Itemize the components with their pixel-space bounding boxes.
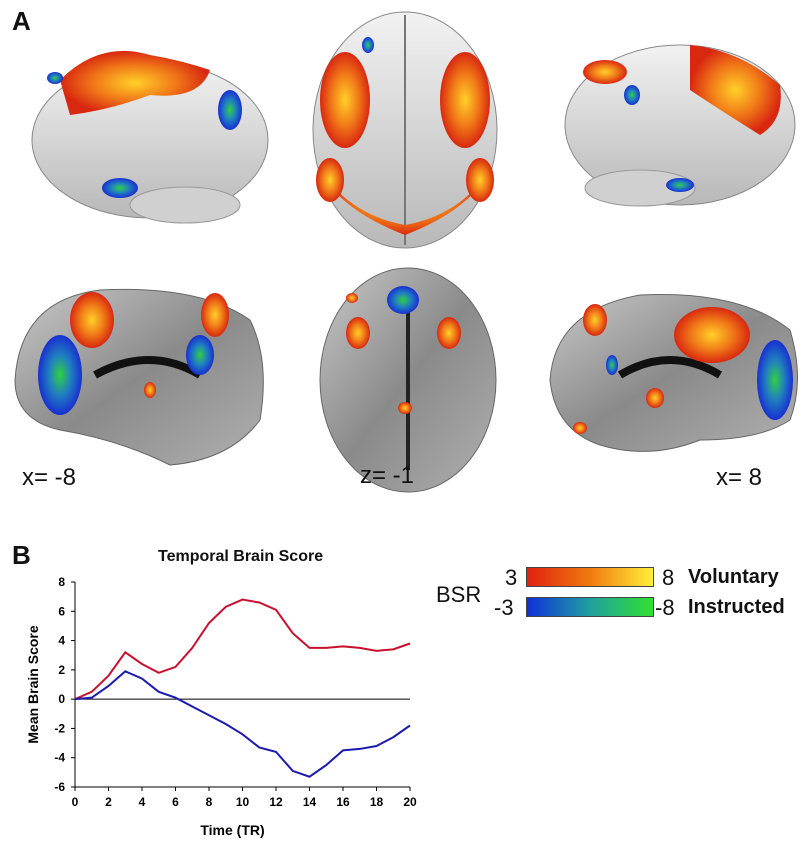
brain-dorsal: [312, 11, 498, 249]
x-tick-label: 0: [72, 795, 79, 809]
legend-instructed-colorbar: [526, 597, 654, 617]
legend-voluntary-max: 8: [662, 565, 675, 590]
series-line-1: [74, 598, 411, 701]
x-tick-label: 10: [236, 795, 250, 809]
y-tick-label: 4: [58, 634, 65, 648]
y-tick-label: 0: [58, 692, 65, 706]
slice-sagittal-left: [14, 288, 264, 466]
x-tick-label: 12: [269, 795, 283, 809]
slice-coord-left: x= -8: [22, 464, 77, 491]
brain-lateral-right: [564, 44, 796, 207]
y-tick-label: -6: [54, 780, 65, 794]
legend-voluntary-min: 3: [505, 565, 518, 590]
brain-renderings: [14, 11, 798, 493]
series-line-2: [74, 670, 411, 778]
chart-title: Temporal Brain Score: [158, 548, 324, 565]
x-tick-label: 2: [105, 795, 112, 809]
legend-bsr-label: BSR: [436, 582, 482, 607]
y-tick-label: -4: [54, 751, 65, 765]
x-tick-label: 8: [206, 795, 213, 809]
y-axis-label: Mean Brain Score: [25, 625, 41, 743]
legend-instructed-label: Instructed: [688, 596, 785, 618]
x-tick-label: 14: [303, 795, 317, 809]
slice-coord-middle: z= -1: [360, 462, 415, 489]
x-tick-label: 4: [139, 795, 146, 809]
temporal-brain-score-chart: -6 -4 -2 0 2 4 6 8 0 2 4 6 8 10 12 14 16 18 20 Time (TR) Mea…: [25, 575, 417, 838]
legend-instructed-max: -8: [655, 595, 675, 620]
y-tick-label: 6: [58, 604, 65, 618]
panel-a-label: A: [12, 6, 31, 36]
panel-b-label: B: [12, 540, 31, 570]
x-axis-label: Time (TR): [200, 822, 264, 838]
legend-voluntary-colorbar: [526, 567, 654, 587]
x-tick-label: 6: [172, 795, 179, 809]
y-tick-label: -2: [54, 721, 65, 735]
slice-axial: [319, 267, 497, 493]
y-tick-label: 2: [58, 663, 65, 677]
slice-sagittal-right: [549, 293, 798, 452]
legend-voluntary-label: Voluntary: [688, 566, 779, 588]
y-tick-label: 8: [58, 575, 65, 589]
x-tick-label: 20: [403, 795, 417, 809]
slice-coord-right: x= 8: [716, 464, 763, 491]
x-tick-label: 18: [370, 795, 384, 809]
x-tick-label: 16: [336, 795, 350, 809]
legend-instructed-min: -3: [494, 595, 514, 620]
brain-lateral-left: [31, 50, 269, 224]
